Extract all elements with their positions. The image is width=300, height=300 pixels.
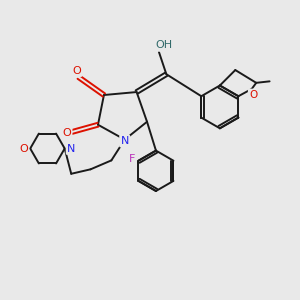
Text: O: O xyxy=(249,90,257,100)
Text: OH: OH xyxy=(156,40,173,50)
Text: O: O xyxy=(19,143,28,154)
Text: F: F xyxy=(129,154,135,164)
Text: N: N xyxy=(67,143,75,154)
Text: O: O xyxy=(62,128,71,138)
Text: O: O xyxy=(72,66,81,76)
Text: N: N xyxy=(121,136,129,146)
